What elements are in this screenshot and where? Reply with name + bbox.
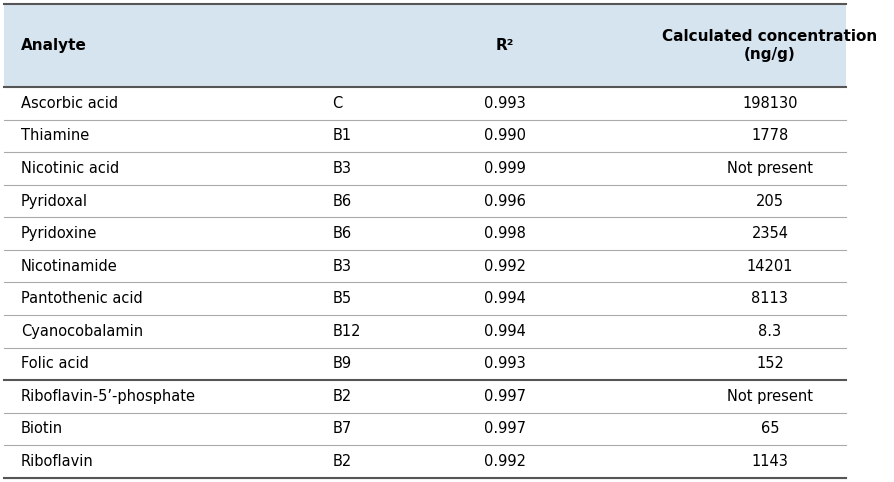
- Text: B9: B9: [332, 356, 351, 371]
- Text: 0.994: 0.994: [484, 324, 525, 339]
- Text: 0.999: 0.999: [484, 161, 525, 176]
- Text: Riboflavin: Riboflavin: [21, 454, 94, 469]
- Text: B12: B12: [332, 324, 360, 339]
- Text: Calculated concentration
(ng/g): Calculated concentration (ng/g): [662, 29, 876, 62]
- Text: 1143: 1143: [751, 454, 788, 469]
- Text: Riboflavin-5’-phosphate: Riboflavin-5’-phosphate: [21, 389, 196, 404]
- Text: 152: 152: [755, 356, 783, 371]
- Text: Nicotinic acid: Nicotinic acid: [21, 161, 119, 176]
- Text: 0.994: 0.994: [484, 291, 525, 306]
- Text: B5: B5: [332, 291, 351, 306]
- Text: R²: R²: [495, 38, 513, 53]
- Text: B6: B6: [332, 194, 351, 209]
- Text: B1: B1: [332, 128, 351, 144]
- Text: 198130: 198130: [741, 96, 797, 111]
- Text: Pyridoxine: Pyridoxine: [21, 226, 97, 241]
- Text: C: C: [332, 96, 342, 111]
- Text: B3: B3: [332, 161, 351, 176]
- Text: 0.990: 0.990: [484, 128, 526, 144]
- Text: B3: B3: [332, 259, 351, 274]
- Text: Not present: Not present: [726, 161, 812, 176]
- Text: Analyte: Analyte: [21, 38, 87, 53]
- Text: 65: 65: [760, 421, 779, 437]
- Text: Biotin: Biotin: [21, 421, 63, 437]
- Text: B2: B2: [332, 389, 351, 404]
- Text: 0.996: 0.996: [484, 194, 525, 209]
- Text: Ascorbic acid: Ascorbic acid: [21, 96, 118, 111]
- Text: 1778: 1778: [750, 128, 788, 144]
- Text: Pyridoxal: Pyridoxal: [21, 194, 88, 209]
- Text: Pantothenic acid: Pantothenic acid: [21, 291, 142, 306]
- Text: 0.992: 0.992: [484, 259, 526, 274]
- Text: 0.993: 0.993: [484, 96, 525, 111]
- Text: 205: 205: [755, 194, 783, 209]
- Text: 8113: 8113: [751, 291, 788, 306]
- Text: 2354: 2354: [751, 226, 788, 241]
- Text: 8.3: 8.3: [757, 324, 780, 339]
- Bar: [4, 4, 845, 87]
- Text: B6: B6: [332, 226, 351, 241]
- Text: 0.997: 0.997: [484, 421, 526, 437]
- Text: B7: B7: [332, 421, 351, 437]
- Text: 0.993: 0.993: [484, 356, 525, 371]
- Text: Cyanocobalamin: Cyanocobalamin: [21, 324, 143, 339]
- Text: 0.997: 0.997: [484, 389, 526, 404]
- Text: 0.992: 0.992: [484, 454, 526, 469]
- Text: B2: B2: [332, 454, 351, 469]
- Text: 0.998: 0.998: [484, 226, 525, 241]
- Text: Not present: Not present: [726, 389, 812, 404]
- Text: Thiamine: Thiamine: [21, 128, 89, 144]
- Text: Folic acid: Folic acid: [21, 356, 89, 371]
- Text: 14201: 14201: [746, 259, 792, 274]
- Text: Nicotinamide: Nicotinamide: [21, 259, 118, 274]
